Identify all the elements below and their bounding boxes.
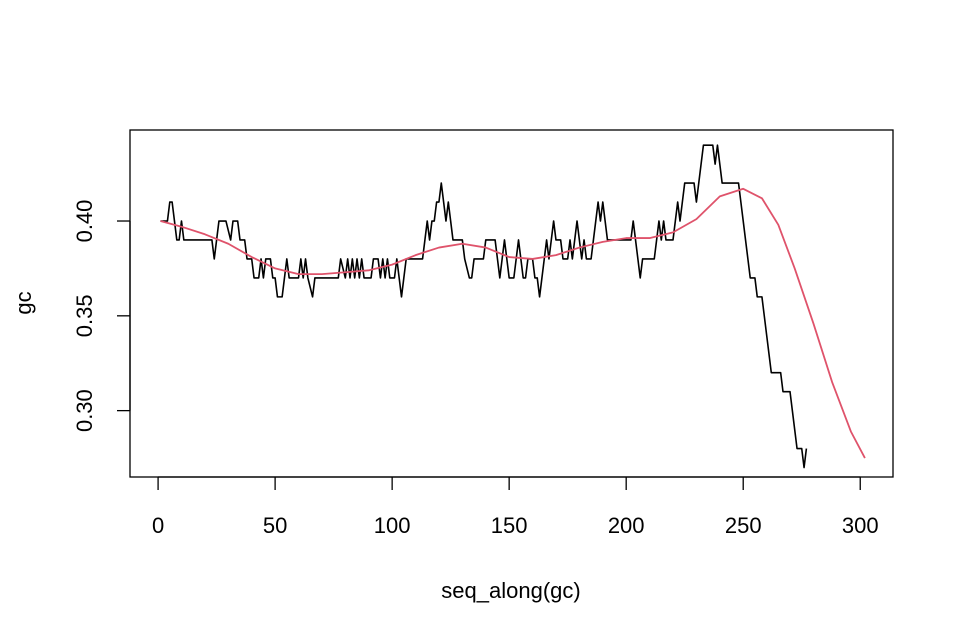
plot-frame [129, 129, 894, 478]
x-axis-label: seq_along(gc) [441, 578, 580, 603]
x-axis: 0 50 100 150 200 250 300 [152, 476, 879, 538]
y-axis: 0.30 0.35 0.40 [72, 200, 131, 432]
x-tick-label: 150 [491, 513, 528, 538]
x-tick-label: 200 [608, 513, 645, 538]
y-axis-label: gc [11, 291, 36, 314]
y-tick-label: 0.40 [72, 200, 97, 243]
y-tick-label: 0.35 [72, 294, 97, 337]
x-tick-label: 250 [725, 513, 762, 538]
gc-raw-line [160, 144, 808, 469]
y-tick-label: 0.30 [72, 389, 97, 432]
x-tick-label: 100 [374, 513, 411, 538]
gc-smooth-line [160, 187, 866, 459]
x-tick-label: 0 [152, 513, 164, 538]
x-tick-label: 300 [842, 513, 879, 538]
x-tick-label: 50 [263, 513, 287, 538]
series-layer [160, 144, 866, 469]
